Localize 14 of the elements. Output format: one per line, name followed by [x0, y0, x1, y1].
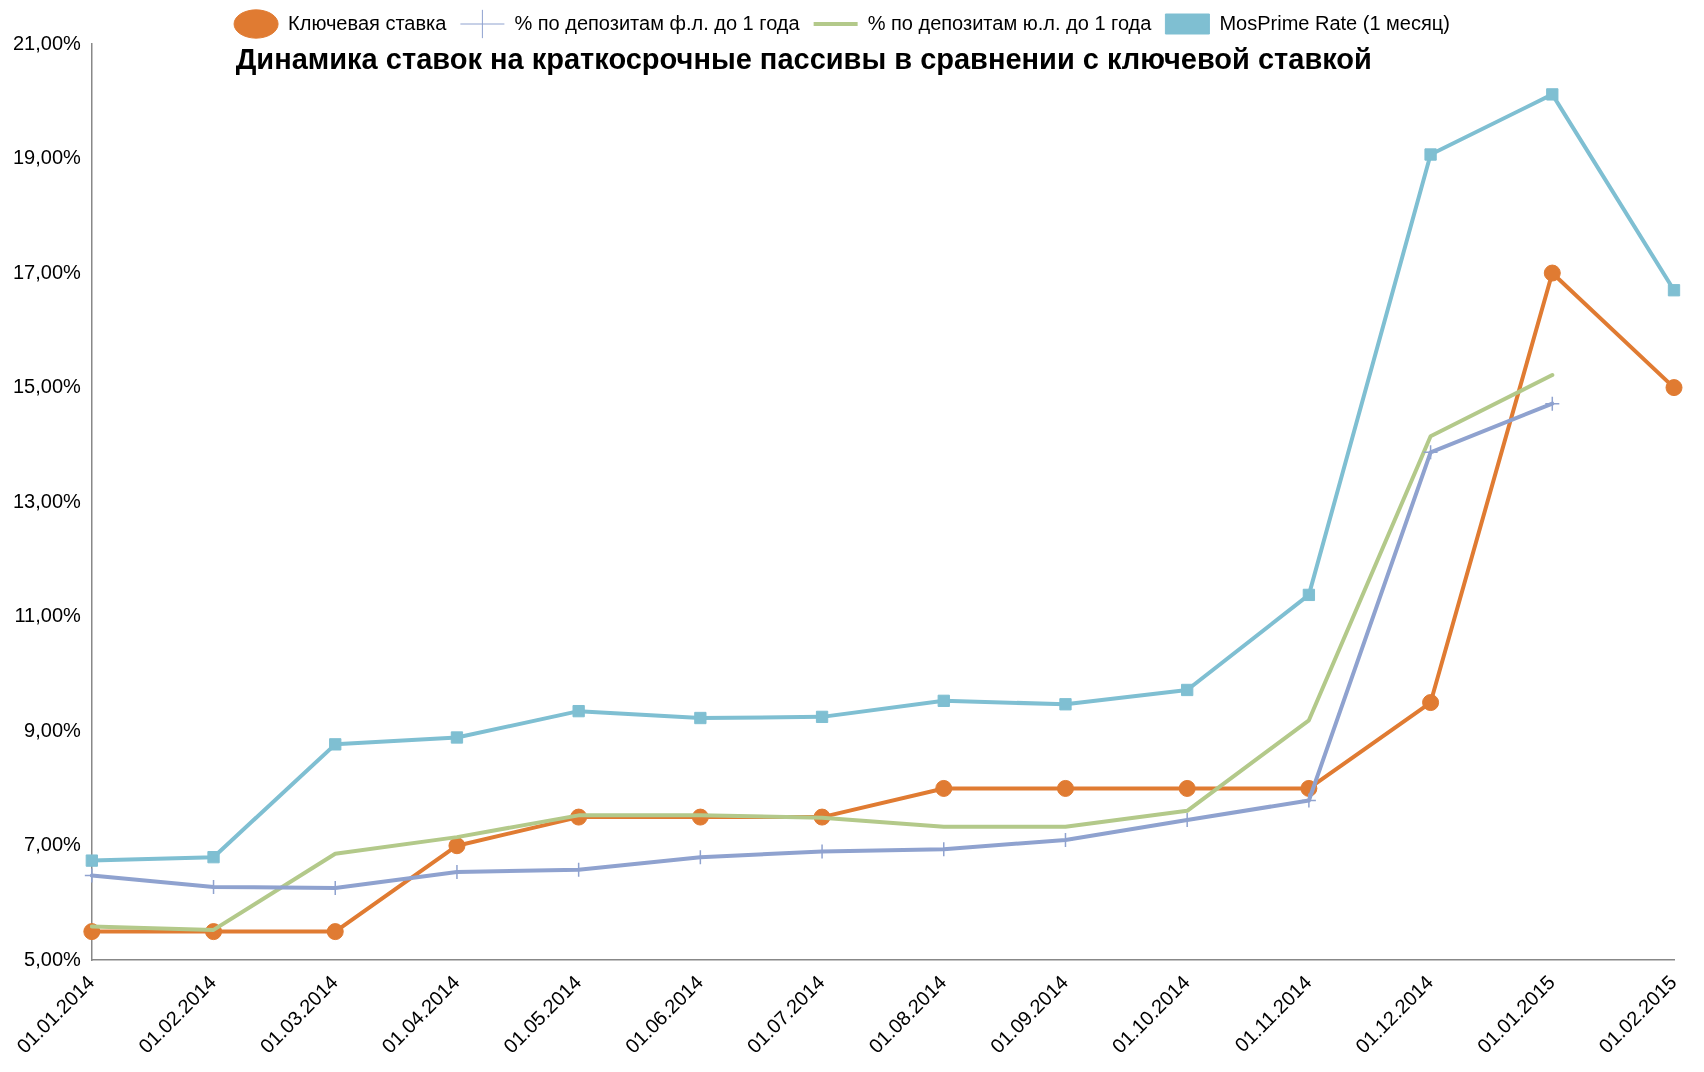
y-tick-label: 9,00% — [24, 718, 82, 741]
y-tick-label: 15,00% — [12, 375, 82, 398]
y-tick-label: 19,00% — [12, 146, 82, 169]
y-tick-label: 7,00% — [24, 833, 82, 856]
y-tick-label: 21,00% — [12, 31, 82, 54]
legend-label: % по депозитам ю.л. до 1 года — [867, 11, 1153, 34]
chart-title: Динамика ставок на краткосрочные пассивы в сравнении с ключевой ставкой — [235, 42, 1372, 75]
legend-label: % по депозитам ф.л. до 1 года — [514, 11, 801, 34]
y-tick-label: 11,00% — [14, 604, 82, 627]
y-tick-label: 17,00% — [12, 260, 82, 283]
y-tick-label: 13,00% — [12, 489, 82, 512]
legend-label: MosPrime Rate (1 месяц) — [1219, 11, 1450, 34]
y-tick-label: 5,00% — [24, 947, 82, 970]
legend-label: Ключевая ставка — [288, 11, 448, 34]
